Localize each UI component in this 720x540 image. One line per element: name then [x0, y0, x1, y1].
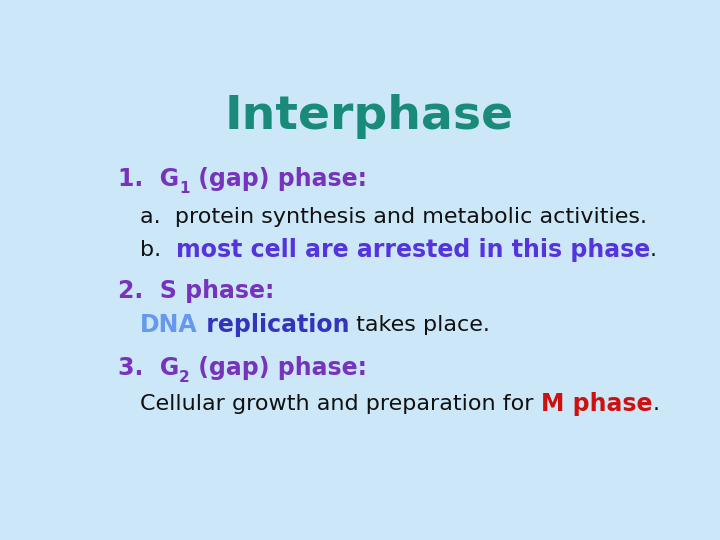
Text: replication: replication: [198, 313, 349, 336]
Text: 2.  S phase:: 2. S phase:: [118, 279, 274, 303]
Text: Interphase: Interphase: [225, 94, 513, 139]
Text: M phase: M phase: [541, 392, 652, 416]
Text: (gap) phase:: (gap) phase:: [189, 167, 366, 191]
Text: a.  protein synthesis and metabolic activities.: a. protein synthesis and metabolic activ…: [140, 207, 647, 227]
Text: Cellular growth and preparation for: Cellular growth and preparation for: [140, 394, 541, 414]
Text: 1.  G: 1. G: [118, 167, 179, 191]
Text: .: .: [652, 394, 660, 414]
Text: DNA: DNA: [140, 313, 198, 336]
Text: most cell are arrested in this phase: most cell are arrested in this phase: [176, 238, 650, 262]
Text: (gap) phase:: (gap) phase:: [190, 356, 367, 380]
Text: 3.  G: 3. G: [118, 356, 179, 380]
Text: 1: 1: [179, 181, 189, 196]
Text: .: .: [650, 240, 657, 260]
Text: takes place.: takes place.: [349, 315, 490, 335]
Text: 2: 2: [179, 370, 190, 385]
Text: b.: b.: [140, 240, 176, 260]
